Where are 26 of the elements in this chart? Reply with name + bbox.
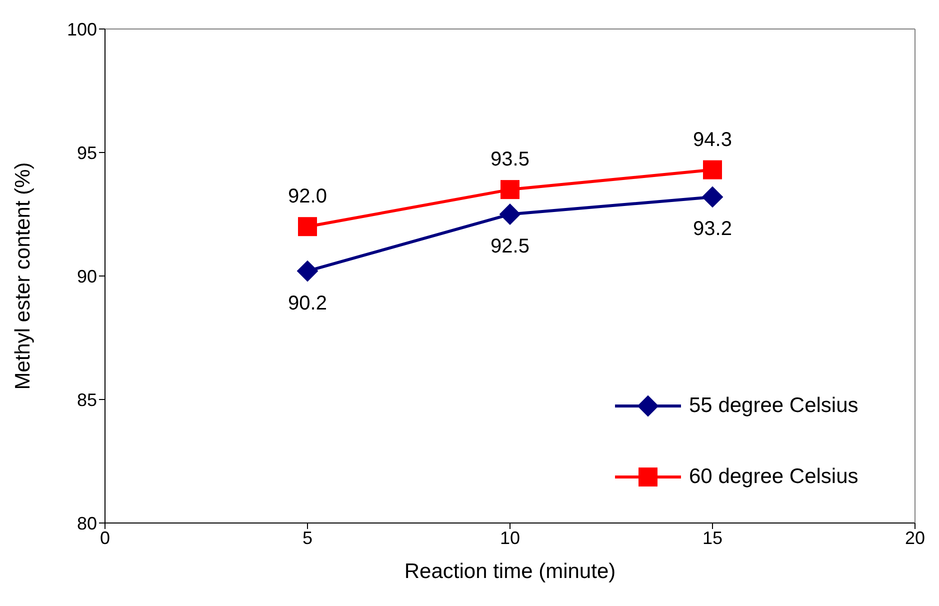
x-tick-label: 20 bbox=[904, 528, 926, 548]
data-label: 94.3 bbox=[693, 128, 732, 151]
y-tick-label: 85 bbox=[76, 390, 97, 410]
y-tick-label: 95 bbox=[76, 142, 97, 163]
x-tick-label: 0 bbox=[100, 528, 110, 548]
point bbox=[702, 186, 723, 208]
legend-label: 55 degree Celsius bbox=[689, 394, 858, 418]
y-tick-label: 90 bbox=[76, 266, 97, 286]
x-axis-title: Reaction time (minute) bbox=[404, 560, 616, 583]
legend-label: 60 degree Celsius bbox=[689, 464, 858, 488]
y-tick-label: 80 bbox=[76, 513, 97, 534]
data-label: 92.0 bbox=[288, 186, 327, 208]
data-label: 92.5 bbox=[490, 235, 530, 258]
point bbox=[500, 180, 520, 200]
point bbox=[703, 160, 722, 180]
y-axis-title: Methyl ester content (%) bbox=[11, 162, 34, 390]
point bbox=[500, 204, 520, 225]
x-tick-label: 5 bbox=[302, 528, 313, 548]
data-label: 93.5 bbox=[490, 148, 530, 171]
data-label: 90.2 bbox=[288, 292, 327, 314]
point bbox=[297, 260, 318, 282]
x-tick-label: 10 bbox=[500, 528, 520, 548]
point bbox=[298, 217, 317, 236]
x-tick-label: 15 bbox=[702, 528, 723, 548]
y-tick-label: 100 bbox=[66, 19, 97, 40]
data-label: 93.2 bbox=[693, 218, 732, 240]
